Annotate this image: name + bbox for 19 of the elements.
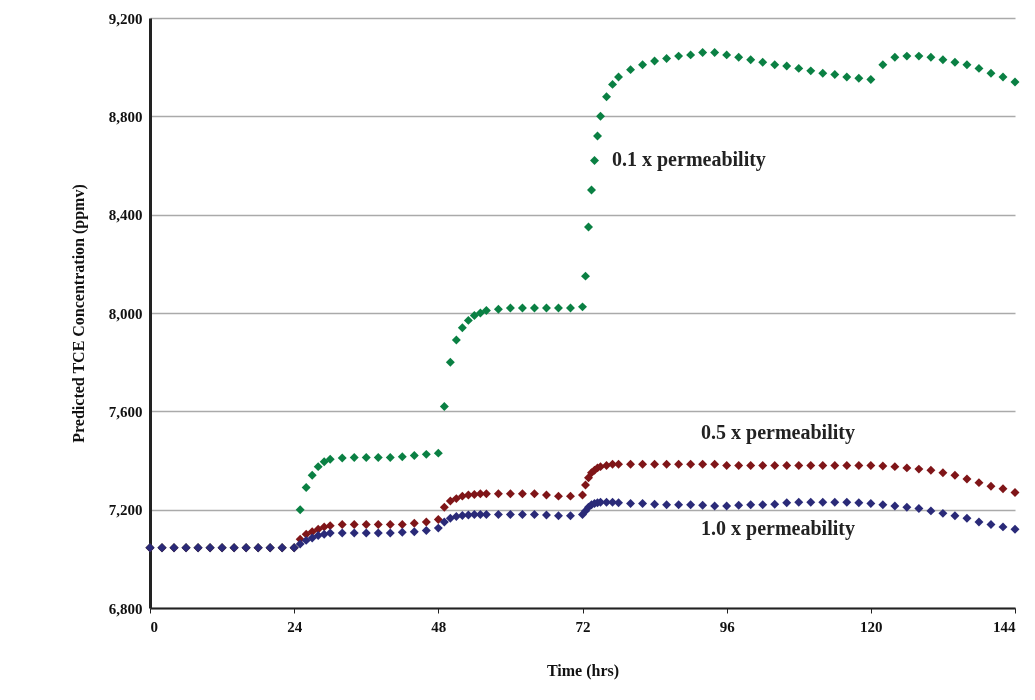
series-label: 0.1 x permeability (612, 148, 766, 171)
y-tick-label: 6,800 (108, 600, 143, 617)
y-tick-label: 7,200 (108, 502, 143, 519)
y-tick-label: 8,400 (108, 207, 143, 224)
x-tick-label: 48 (431, 618, 447, 635)
x-tick-label: 24 (287, 618, 303, 635)
x-tick-label: 72 (575, 618, 591, 635)
x-tick-label: 120 (860, 618, 883, 635)
y-axis-title: Predicted TCE Concentration (ppmv) (69, 184, 88, 443)
y-tick-label: 8,800 (108, 108, 143, 125)
x-axis-title: Time (hrs) (546, 661, 620, 680)
y-tick-label: 7,600 (108, 403, 143, 420)
series-label: 1.0 x permeability (701, 517, 855, 540)
series-label: 0.5 x permeability (701, 421, 855, 444)
x-tick-label: 144 (993, 618, 1016, 635)
x-tick-label: 96 (719, 618, 736, 635)
y-tick-label: 8,000 (108, 305, 143, 322)
x-tick-label: 0 (150, 618, 158, 635)
y-tick-label: 9,200 (108, 10, 143, 27)
